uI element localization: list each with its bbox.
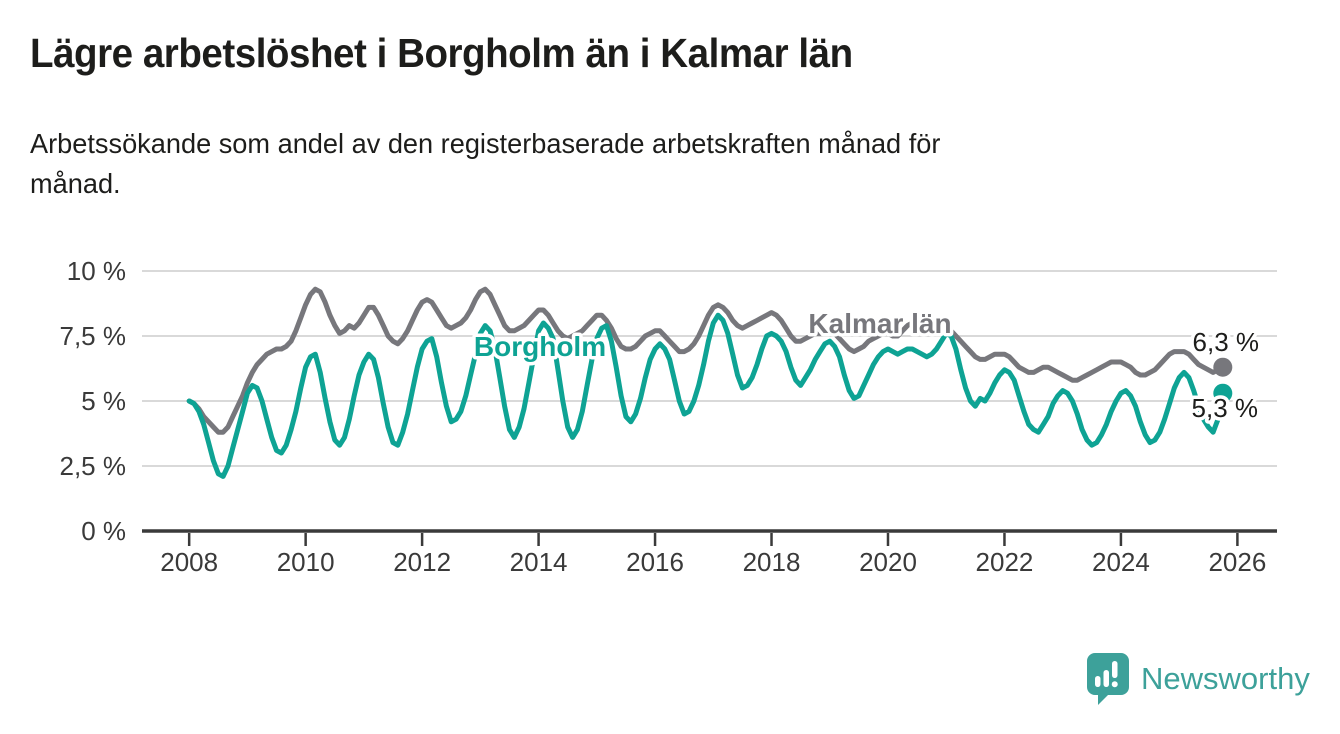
- x-axis-tick-label: 2018: [743, 547, 801, 577]
- logo-exclamation-dot: [1111, 681, 1118, 688]
- series-label-borgholm: Borgholm: [474, 331, 606, 362]
- series-line-borgholm: [186, 312, 1226, 479]
- y-axis-tick-label: 2,5 %: [60, 451, 127, 481]
- logo-bar-small: [1095, 676, 1101, 687]
- logo-bar-medium: [1103, 670, 1109, 687]
- x-axis-tick-label: 2022: [976, 547, 1034, 577]
- chart-subtitle-line-2: månad.: [30, 167, 121, 199]
- series-end-value-kalmar-l-n: 6,3 %: [1193, 327, 1260, 357]
- x-axis-tick-label: 2024: [1092, 547, 1150, 577]
- series-label-kalmar-l-n: Kalmar län: [808, 308, 951, 339]
- y-axis-tick-label: 5 %: [81, 386, 126, 416]
- x-axis-tick-label: 2020: [859, 547, 917, 577]
- chart-subtitle-line-1: Arbetssökande som andel av den registerb…: [30, 128, 941, 159]
- x-axis-tick-label: 2008: [160, 547, 218, 577]
- x-axis-tick-label: 2012: [393, 547, 451, 577]
- newsworthy-logo[interactable]: Newsworthy: [1086, 652, 1310, 706]
- x-axis-tick-label: 2014: [510, 547, 568, 577]
- x-axis-tick-label: 2026: [1208, 547, 1266, 577]
- series-end-dot-kalmar-l-n: [1213, 357, 1233, 377]
- logo-exclamation-bar: [1112, 661, 1118, 678]
- y-axis-tick-label: 7,5 %: [60, 321, 127, 351]
- series-end-dot-borgholm: [1213, 383, 1233, 403]
- chart-subtitle: Arbetssökande som andel av den registerb…: [30, 124, 940, 204]
- newsworthy-logo-text: Newsworthy: [1141, 661, 1310, 696]
- y-axis-tick-label: 0 %: [81, 516, 126, 546]
- y-axis-tick-label: 10 %: [67, 256, 126, 286]
- series-end-value-borgholm: 5,3 %: [1192, 393, 1259, 423]
- newsworthy-logo-icon: [1087, 653, 1129, 705]
- series-line-kalmar-l-n: [186, 286, 1226, 435]
- x-axis-tick-label: 2016: [626, 547, 684, 577]
- page-title: Lägre arbetslöshet i Borgholm än i Kalma…: [30, 30, 853, 76]
- x-axis-tick-label: 2010: [277, 547, 335, 577]
